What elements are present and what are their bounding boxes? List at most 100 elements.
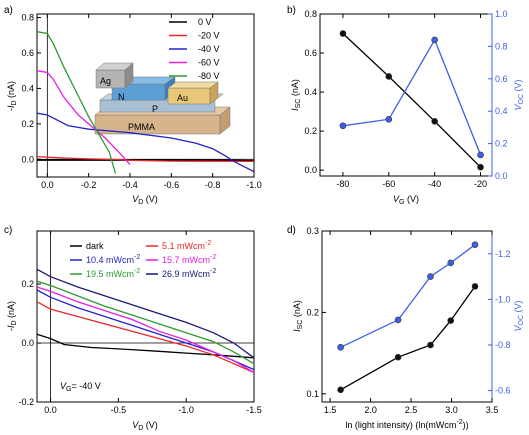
panel-d-xtick-label: 3.0 xyxy=(445,405,458,415)
panel-c-xtick-label: -1.0 xyxy=(178,405,194,415)
panel-c-ylabel-part: - xyxy=(6,328,16,331)
panel-d-voc-marker xyxy=(394,316,402,324)
panel-c-ylabel-part: D xyxy=(11,320,18,325)
panel-d-isc-marker xyxy=(427,341,434,349)
panel-c-xtick-label: -1.5 xyxy=(246,405,262,415)
panel-c-ylabel-part: I xyxy=(6,325,16,328)
panel-d-xlabel: ln (light intensity) (ln(mWcm-2)) xyxy=(345,419,468,430)
panel-c-legend-label-part: -2 xyxy=(134,268,140,275)
panel-d-voc-marker xyxy=(337,343,344,351)
panel-b-label: b) xyxy=(287,5,296,16)
panel-b-frame xyxy=(319,13,493,177)
panel-b-voc-line xyxy=(342,38,482,156)
panel-c-annotation-part: V xyxy=(60,381,67,391)
panel-c-legend-label-part: 19.5 mWcm xyxy=(86,269,134,279)
panel-c-legend-label-part: 15.7 mWcm xyxy=(162,255,210,265)
panel-d-ytick-label: 0.1 xyxy=(306,389,319,399)
panel-a-ylabel-part: - xyxy=(6,108,16,111)
panel-a-legend-label: -40 V xyxy=(198,44,220,54)
panel-d-xtick-label: 3.5 xyxy=(486,405,499,415)
panel-b-y2tick-label: 0.4 xyxy=(495,106,508,116)
panel-b-xtick-label: -60 xyxy=(382,179,395,189)
panel-c-frame xyxy=(36,230,255,403)
panel-a-legend-label: -20 V xyxy=(198,31,220,41)
panel-c-ylabel: -ID (nA) xyxy=(6,301,18,331)
panel-c-ytick-label: -0.2 xyxy=(18,397,34,407)
panel-c-legend-label-part: -2 xyxy=(210,268,216,275)
panel-c-xlabel-part: D xyxy=(138,425,143,432)
panel-a-xtick-label: -0.4 xyxy=(122,180,138,190)
panel-c-legend-label-part: -2 xyxy=(210,254,216,261)
au-side xyxy=(209,81,219,105)
panel-a-xlabel: VD (V) xyxy=(132,194,158,206)
panel-a-series-line xyxy=(36,31,117,174)
panel-a-xtick-label: -1.0 xyxy=(246,180,262,190)
panel-c-xlabel: VD (V) xyxy=(132,420,158,432)
panel-d-isc-marker xyxy=(447,317,455,324)
panel-c-legend-label: 5.1 mWcm-2 xyxy=(162,240,211,251)
panel-a-ytick-label: 0.8 xyxy=(21,13,34,23)
panel-d-ylabel-part: (nA) xyxy=(292,300,302,320)
panel-b-xlabel-part: G xyxy=(399,199,404,206)
panel-a-series-line xyxy=(36,112,255,173)
panel-a-ylabel-part: (nA) xyxy=(6,81,16,101)
panel-a-ylabel-part: D xyxy=(11,100,18,105)
p-label: P xyxy=(152,104,158,114)
panel-d-y2label-part: OC xyxy=(518,315,525,326)
panel-c-legend-label: 19.5 mWcm-2 xyxy=(86,268,140,279)
panel-b-voc-marker xyxy=(477,151,484,159)
panel-a-xtick-label: -0.2 xyxy=(81,180,97,190)
panel-c-legend-label-part: 26.9 mWcm xyxy=(162,269,210,279)
panel-a-legend-label: 0 V xyxy=(198,17,212,27)
panel-b-y2label-part: OC xyxy=(518,94,525,105)
panel-d-ytick-label: 0.3 xyxy=(306,226,319,236)
panel-a-ytick-label: 0.6 xyxy=(21,48,34,58)
panel-d-y2label-part: V xyxy=(513,325,523,332)
panel-c-series-line xyxy=(36,286,255,374)
panel-b-xlabel-part: (V) xyxy=(404,194,419,204)
panel-b-xlabel-part: V xyxy=(393,194,400,204)
pmma-side xyxy=(219,106,231,135)
panel-d-ylabel-part: SC xyxy=(297,320,304,330)
panel-a-legend-label: -60 V xyxy=(198,58,220,68)
panel-b-ylabel-part: SC xyxy=(295,99,302,109)
panel-c-legend-label-part: -2 xyxy=(134,254,140,261)
panel-d-xtick-label: 2.0 xyxy=(364,405,377,415)
panel-c-legend-label-part: -2 xyxy=(205,240,211,247)
panel-a-xtick-label: 0.0 xyxy=(41,180,54,190)
panel-b-voc-marker xyxy=(385,116,393,123)
panel-b-isc-marker xyxy=(339,30,347,37)
panel-d-y2tick-label: -1.0 xyxy=(495,294,511,304)
ag-label: Ag xyxy=(100,76,111,86)
panel-c-legend-label-part: 10.4 mWcm xyxy=(86,255,134,265)
panel-c-ytick-label: 0.0 xyxy=(21,338,34,348)
panel-b-isc-marker xyxy=(477,163,484,171)
panel-c-ytick-label: 0.2 xyxy=(21,279,34,289)
panel-a-ylabel-part: I xyxy=(6,105,16,108)
panel-b-voc-marker xyxy=(339,122,347,130)
panel-c-xlabel-part: (V) xyxy=(143,420,158,430)
panel-c-legend-label-part: dark xyxy=(86,241,104,251)
panel-a-xtick-label: -0.6 xyxy=(164,180,180,190)
panel-b-y2label: VOC (V) xyxy=(513,79,525,110)
panel-b-y2tick-label: 0.2 xyxy=(495,139,508,149)
panel-d-voc-marker xyxy=(447,259,455,267)
panel-d-label: d) xyxy=(287,225,296,236)
panel-d-xlabel-part: -2 xyxy=(456,419,462,426)
panel-d-y2label-part: (V) xyxy=(513,300,523,315)
panel-c-series-line xyxy=(36,333,255,359)
panel-a-xlabel-part: (V) xyxy=(143,194,158,204)
panel-b-ylabel: ISC (nA) xyxy=(290,79,302,111)
panel-c-legend-label: 10.4 mWcm-2 xyxy=(86,254,140,265)
panel-b-ytick-label: 0.8 xyxy=(304,9,317,19)
panel-a-ytick-label: 0.0 xyxy=(21,154,34,164)
panel-a-frame xyxy=(36,13,255,178)
panel-d-voc-marker xyxy=(427,273,434,280)
panel-c-legend-label-part: 5.1 mWcm xyxy=(162,241,205,251)
panel-c-series-line xyxy=(36,268,255,359)
panel-c-xlabel-part: V xyxy=(132,420,139,430)
panel-c-annotation-part: = -40 V xyxy=(71,381,100,391)
panel-c-series-line xyxy=(36,280,255,365)
panel-b-xtick-label: -40 xyxy=(428,179,441,189)
panel-c-series-line xyxy=(36,301,255,374)
